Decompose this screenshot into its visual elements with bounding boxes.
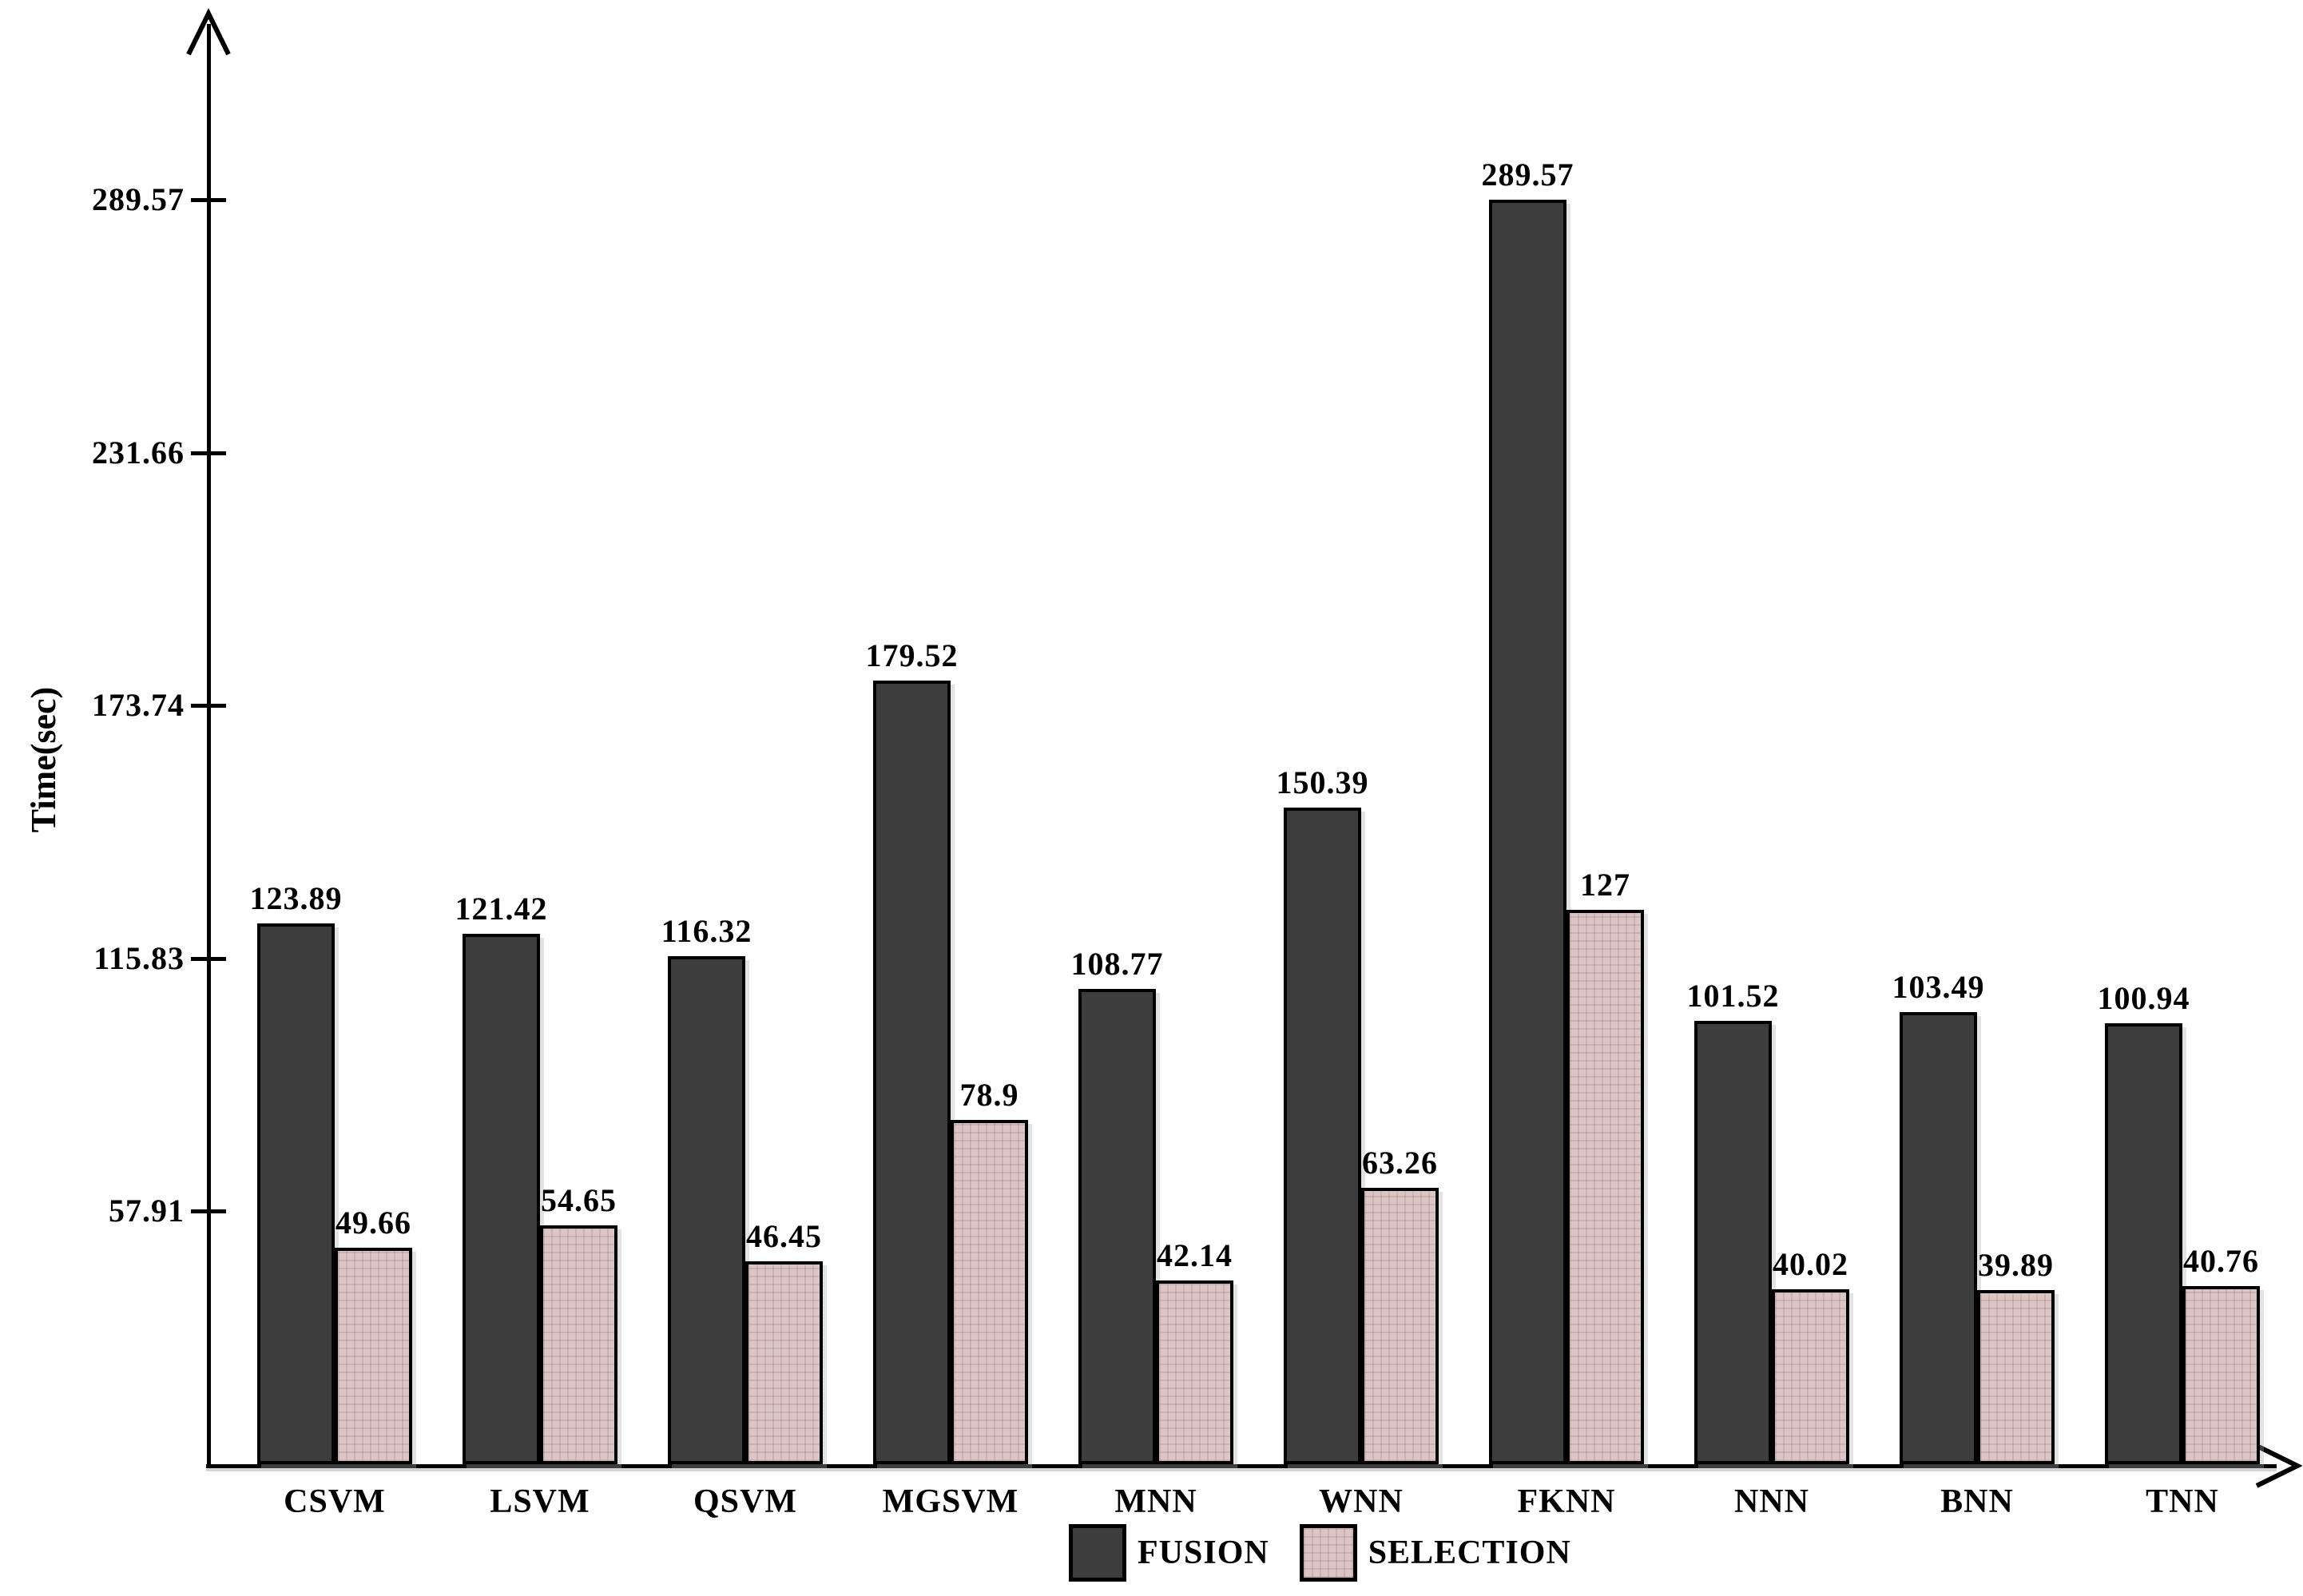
y-tick-label: 173.74 [92, 687, 185, 724]
bar-value-label: 127 [1580, 866, 1630, 903]
legend-label-fusion: FUSION [1138, 1534, 1269, 1571]
bar-value-label: 54.65 [541, 1182, 617, 1219]
x-axis-arrow-icon [2255, 1443, 2302, 1488]
bar-value-label: 40.76 [2183, 1243, 2259, 1280]
bar-value-label: 46.45 [746, 1218, 822, 1255]
bar-selection-nnn [1772, 1289, 1849, 1464]
y-axis-title: Time(sec) [24, 686, 63, 833]
x-axis-category-label: MNN [1114, 1483, 1197, 1520]
legend-item-selection: SELECTION [1299, 1524, 1602, 1582]
x-axis-category-label: WNN [1319, 1483, 1404, 1520]
bar-value-label: 121.42 [455, 891, 548, 927]
bar-fusion-tnn [2105, 1023, 2182, 1464]
bar-selection-qsvm [745, 1261, 823, 1464]
bar-fusion-csvm [257, 923, 335, 1464]
bar-selection-fknn [1566, 909, 1644, 1464]
bar-fusion-mnn [1078, 989, 1156, 1464]
x-axis-category-label: FKNN [1517, 1483, 1616, 1520]
y-tick [191, 1209, 226, 1214]
bar-fusion-lsvm [463, 934, 540, 1464]
bar-selection-wnn [1361, 1188, 1439, 1464]
y-tick [191, 451, 226, 455]
bar-value-label: 63.26 [1362, 1145, 1438, 1181]
x-axis-category-label: NNN [1734, 1483, 1809, 1520]
x-axis-line [206, 1464, 2277, 1468]
y-tick [191, 197, 226, 202]
bar-value-label: 108.77 [1070, 946, 1164, 983]
bar-value-label: 150.39 [1276, 764, 1369, 800]
bar-value-label: 179.52 [865, 637, 959, 673]
x-axis-category-label: LSVM [490, 1483, 590, 1520]
y-tick-label: 57.91 [109, 1193, 185, 1229]
y-tick-label: 231.66 [92, 434, 185, 470]
y-tick [191, 956, 226, 961]
bar-fusion-wnn [1284, 807, 1361, 1464]
x-axis-category-label: CSVM [284, 1483, 386, 1520]
bar-value-label: 100.94 [2097, 980, 2190, 1017]
bar-value-label: 49.66 [336, 1204, 411, 1241]
bar-selection-lsvm [540, 1225, 617, 1464]
y-axis-arrow-icon [186, 8, 231, 56]
bar-fusion-mgsvm [873, 680, 951, 1464]
legend-item-fusion: FUSION [1069, 1524, 1300, 1582]
bar-value-label: 40.02 [1773, 1246, 1848, 1283]
bar-fusion-fknn [1489, 199, 1566, 1464]
bar-selection-bnn [1977, 1289, 2055, 1464]
y-axis-line [207, 24, 211, 1468]
fusion-swatch-icon [1069, 1524, 1126, 1582]
bar-selection-csvm [335, 1247, 412, 1464]
bar-value-label: 116.32 [661, 913, 752, 950]
x-axis-category-label: QSVM [693, 1483, 797, 1520]
selection-swatch-icon [1299, 1524, 1357, 1582]
x-axis-category-label: BNN [1940, 1483, 2014, 1520]
y-tick-label: 115.83 [93, 939, 185, 976]
bar-value-label: 42.14 [1157, 1237, 1233, 1273]
y-tick-label: 289.57 [92, 181, 185, 217]
legend-label-selection: SELECTION [1368, 1534, 1571, 1571]
bar-value-label: 103.49 [1892, 969, 1985, 1006]
x-axis-category-label: MGSVM [882, 1483, 1019, 1520]
bar-selection-mnn [1156, 1280, 1233, 1464]
bar-value-label: 101.52 [1686, 977, 1780, 1014]
bar-selection-mgsvm [951, 1119, 1028, 1464]
legend: FUSION SELECTION [1069, 1524, 1602, 1582]
x-axis-category-label: TNN [2146, 1483, 2219, 1520]
bar-selection-tnn [2182, 1286, 2260, 1464]
bar-fusion-bnn [1900, 1012, 1977, 1464]
bar-fusion-nnn [1694, 1020, 1772, 1464]
y-tick [191, 704, 226, 709]
bar-value-label: 78.9 [959, 1076, 1019, 1113]
bar-fusion-qsvm [668, 956, 745, 1464]
bar-value-label: 39.89 [1978, 1246, 2054, 1283]
bar-value-label: 289.57 [1481, 156, 1574, 193]
bar-value-label: 123.89 [249, 879, 343, 916]
